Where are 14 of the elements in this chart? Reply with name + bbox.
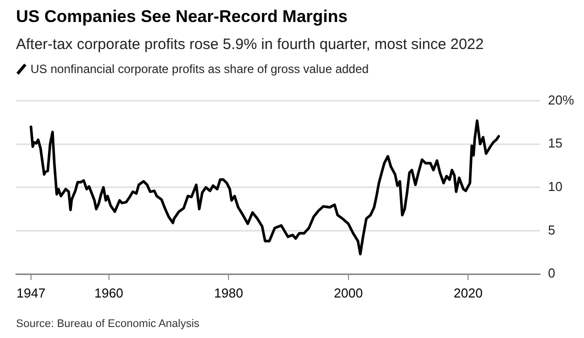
x-tick-label: 1947 — [16, 285, 46, 300]
y-tick-label: 15 — [548, 136, 562, 151]
x-tick-label: 2020 — [454, 285, 483, 300]
x-tick-label: 1980 — [214, 285, 244, 300]
x-tick-label: 1960 — [94, 285, 124, 300]
y-tick-label: 0 — [548, 266, 556, 281]
source-note: Source: Bureau of Economic Analysis — [16, 318, 200, 330]
legend-label: US nonfinancial corporate profits as share of gross value added — [30, 62, 369, 76]
x-tick-label: 2000 — [334, 285, 363, 300]
chart-title: US Companies See Near-Record Margins — [16, 7, 348, 27]
y-tick-label: 5 — [548, 222, 556, 238]
y-tick-label: 20% — [548, 92, 574, 108]
y-tick-label: 10 — [548, 178, 562, 194]
chart-subtitle: After-tax corporate profits rose 5.9% in fourth quarter, most since 2022 — [16, 36, 484, 53]
